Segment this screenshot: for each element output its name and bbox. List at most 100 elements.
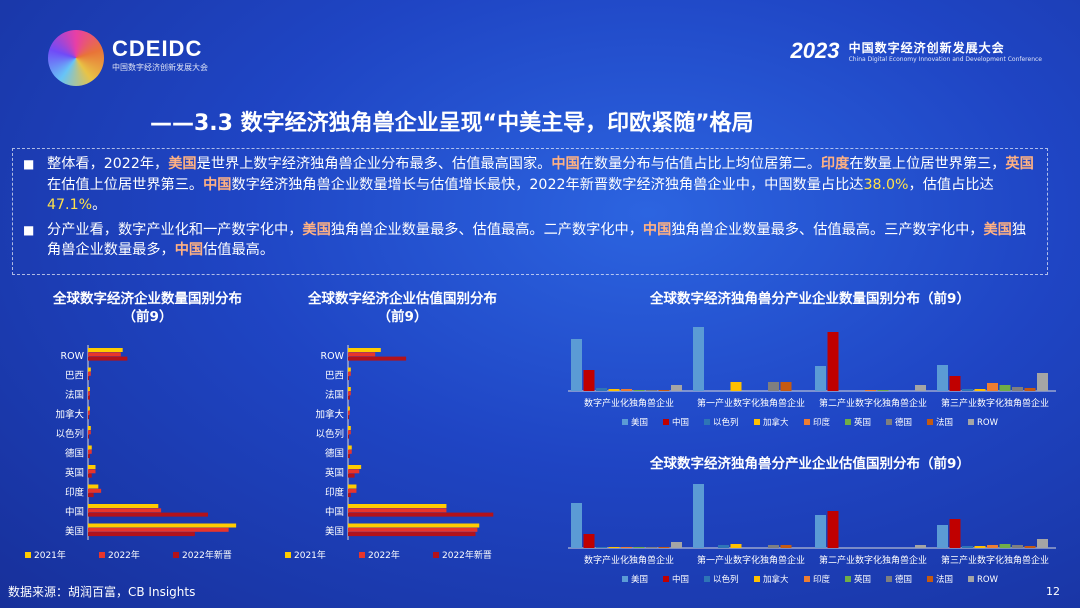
- bar: [88, 434, 89, 439]
- legend-label: ROW: [977, 418, 999, 428]
- bar: [348, 493, 351, 498]
- chart-title-line: 全球数字经济独角兽分产业企业估值国别分布（前9）: [650, 456, 970, 472]
- chart-title-line: 全球数字经济企业数量国别分布: [53, 291, 242, 307]
- bar: [583, 534, 595, 548]
- bar: [348, 512, 494, 517]
- conference-banner: 2023 中国数字经济创新发展大会 China Digital Economy …: [791, 38, 1042, 64]
- bar: [88, 532, 195, 537]
- bar: [88, 415, 89, 420]
- bar: [348, 406, 350, 411]
- chart-title-line: （前9）: [377, 309, 428, 325]
- tick-label: 美国: [325, 525, 344, 537]
- bar: [962, 546, 973, 548]
- bar: [88, 391, 90, 396]
- bar: [88, 395, 90, 400]
- bar: [88, 484, 99, 489]
- legend-swatch: [754, 419, 760, 425]
- bar: [88, 527, 229, 532]
- bar: [88, 410, 90, 415]
- legend-swatch: [663, 419, 669, 425]
- legend-swatch: [927, 419, 933, 425]
- category-label: 第二产业数字化独角兽企业: [819, 397, 927, 409]
- bar: [1024, 546, 1036, 548]
- chart-title-valuation: 全球数字经济企业估值国别分布 （前9）: [280, 290, 525, 326]
- bar: [348, 356, 407, 361]
- highlight-text: 47.1%: [47, 197, 93, 213]
- legend-swatch: [927, 576, 933, 582]
- bar: [937, 365, 948, 391]
- legend-label: 美国: [631, 574, 648, 585]
- bar: [768, 545, 779, 548]
- summary-box: ■ 整体看，2022年，美国是世界上数字经济独角兽企业分布最多、估值最高国家。中…: [12, 148, 1048, 275]
- bar: [348, 410, 350, 415]
- bar: [348, 469, 360, 474]
- legend-label: 2022年新晋: [182, 549, 232, 561]
- bar: [974, 389, 986, 391]
- bar: [915, 385, 926, 391]
- bar: [348, 426, 351, 430]
- bar: [865, 390, 876, 391]
- bar: [348, 387, 351, 391]
- bar: [88, 426, 91, 430]
- legend-label: 法国: [936, 574, 953, 585]
- bar: [658, 390, 670, 391]
- bar: [88, 454, 90, 459]
- bar: [621, 547, 632, 548]
- legend-label: 英国: [854, 574, 871, 585]
- legend-swatch: [804, 576, 810, 582]
- bar: [348, 508, 447, 513]
- bar: [730, 382, 742, 391]
- chart-title-line: （前9）: [122, 309, 173, 325]
- tick-label: ROW: [321, 351, 345, 362]
- bar: [768, 382, 779, 391]
- legend-swatch: [622, 576, 628, 582]
- legend-label: 2022年: [368, 549, 400, 561]
- category-label: 数字产业化独角兽企业: [584, 397, 674, 409]
- bar: [999, 385, 1011, 391]
- text-segment: 独角兽企业数量最多、估值最高。二产数字化中，: [330, 221, 643, 238]
- legend-label: 2022年: [108, 549, 140, 561]
- bar: [658, 547, 670, 548]
- bar: [987, 383, 998, 391]
- bar: [348, 391, 351, 396]
- text-segment: 整体看，2022年，: [47, 156, 169, 172]
- bar: [348, 449, 352, 454]
- legend-label: 法国: [936, 417, 953, 428]
- legend-label: 2021年: [34, 549, 66, 561]
- bar: [999, 544, 1011, 548]
- legend-swatch: [968, 419, 974, 425]
- bar: [88, 430, 91, 435]
- tick-label: 巴西: [325, 370, 344, 381]
- legend-label: 德国: [895, 417, 912, 428]
- bar: [348, 484, 357, 489]
- bar: [348, 532, 476, 537]
- bar: [780, 382, 792, 391]
- text-segment: 分产业看，数字产业化和一产数字化中，: [47, 221, 303, 238]
- tick-label: 加拿大: [315, 408, 344, 420]
- legend-swatch: [173, 552, 179, 558]
- bar: [671, 542, 682, 548]
- text-segment: 在数量上位居世界第三，: [849, 156, 1006, 172]
- chart-title-industry-valuation: 全球数字经济独角兽分产业企业估值国别分布（前9）: [565, 455, 1055, 473]
- bar: [348, 352, 376, 357]
- category-label: 第三产业数字化独角兽企业: [941, 554, 1049, 566]
- highlight-text: 38.0%: [863, 176, 909, 193]
- conference-name: 中国数字经济创新发展大会 China Digital Economy Innov…: [849, 39, 1042, 63]
- bar: [88, 367, 91, 372]
- bar: [88, 523, 237, 528]
- bar: [877, 390, 889, 391]
- legend-swatch: [25, 552, 31, 558]
- bar: [348, 504, 447, 508]
- tick-label: 中国: [65, 506, 84, 518]
- tick-label: 加拿大: [55, 408, 84, 420]
- bar: [608, 547, 620, 548]
- page-number: 12: [1046, 585, 1060, 598]
- legend-swatch: [804, 419, 810, 425]
- chart-title-line: 全球数字经济独角兽分产业企业数量国别分布（前9）: [650, 291, 970, 307]
- tick-label: 印度: [325, 486, 345, 498]
- bar: [88, 445, 92, 450]
- bar: [348, 527, 478, 532]
- bar: [671, 385, 682, 391]
- chart-industry-count: 数字产业化独角兽企业 第一产业数字化独角兽企业 第二产业数字化独角兽企业 第三产业数字…: [568, 327, 1056, 428]
